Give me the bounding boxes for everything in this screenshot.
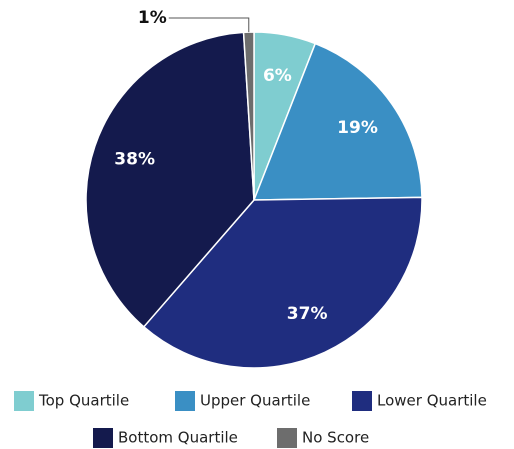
- leader-line: [168, 17, 250, 33]
- legend-label: Lower Quartile: [377, 392, 487, 410]
- legend-swatch: [93, 428, 113, 448]
- slice-label: 1%: [138, 8, 167, 28]
- slice-label: 6%: [263, 66, 292, 86]
- legend-swatch: [277, 428, 297, 448]
- legend-swatch: [14, 391, 34, 411]
- pie-slice: [252, 42, 423, 201]
- legend-label: Top Quartile: [38, 392, 129, 410]
- slice-label: 19%: [337, 118, 378, 138]
- legend-swatch: [175, 391, 195, 411]
- pie-slice: [142, 196, 423, 369]
- legend-label: Bottom Quartile: [118, 429, 238, 447]
- legend-label: No Score: [302, 429, 369, 447]
- pie-slice: [242, 31, 255, 201]
- legend-label: Upper Quartile: [200, 392, 310, 410]
- slice-label: 38%: [114, 150, 155, 170]
- legend-swatch: [352, 391, 372, 411]
- pie-slice: [85, 31, 255, 328]
- slice-label: 37%: [287, 304, 328, 324]
